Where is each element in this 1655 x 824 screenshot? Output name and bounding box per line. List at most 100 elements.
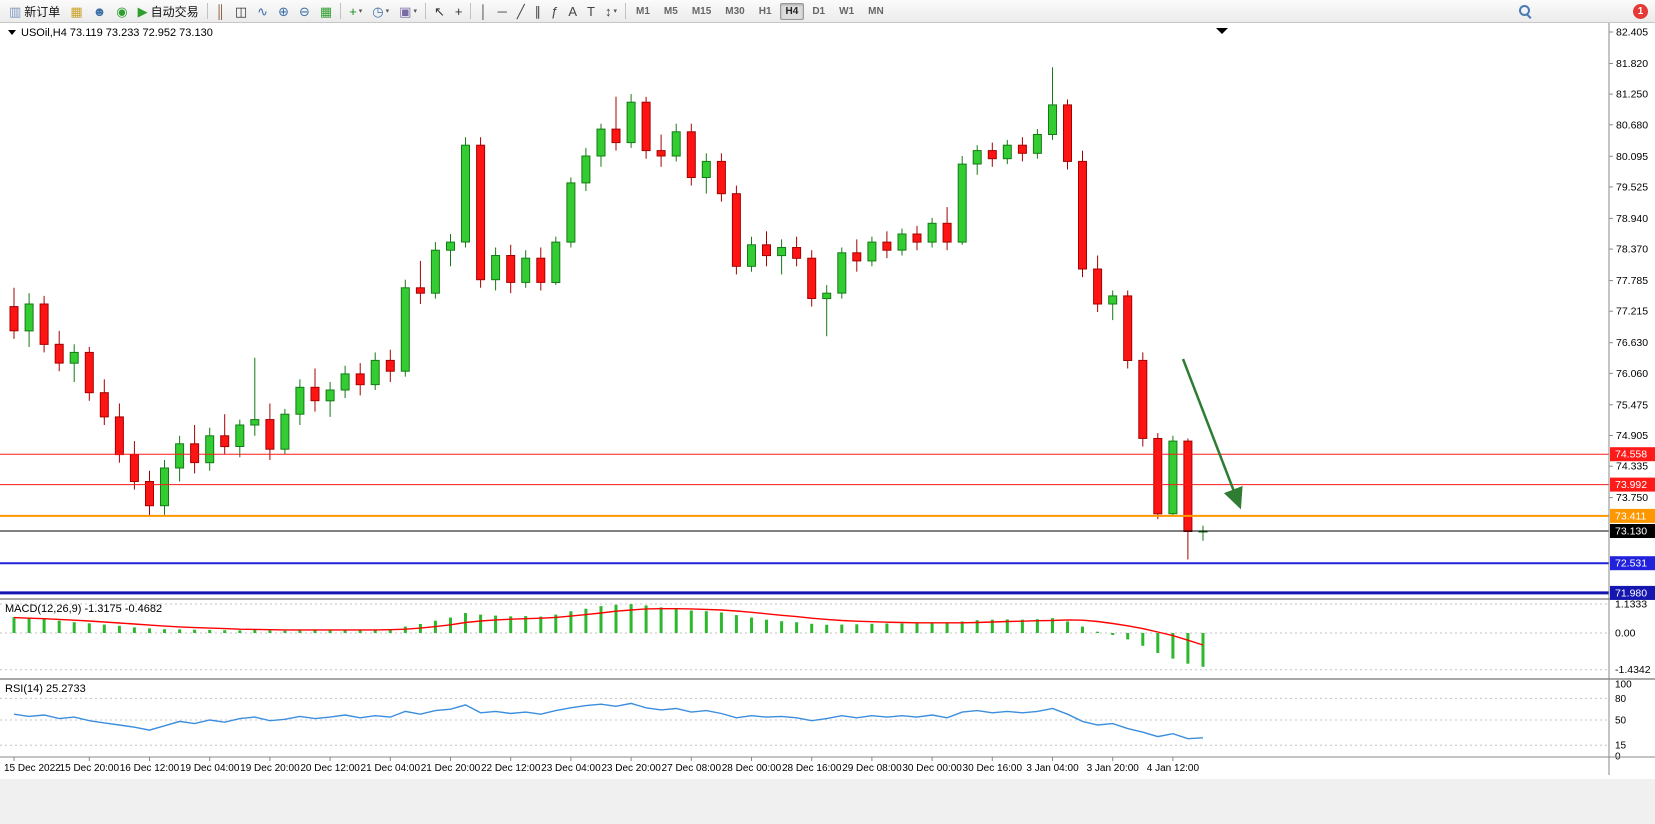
bottom-strip	[0, 779, 1655, 824]
toolbar-separator	[424, 3, 426, 19]
horizontal-line-button[interactable]: ─	[494, 2, 511, 21]
search-button[interactable]	[1514, 2, 1536, 21]
chart-profile-button[interactable]: ▦	[66, 2, 86, 21]
trendline-icon: ╱	[516, 3, 525, 19]
auto-trading-button[interactable]: ▶ 自动交易	[134, 2, 203, 21]
trendline-button[interactable]: ╱	[513, 2, 529, 21]
accounts-button[interactable]: ☻	[89, 2, 111, 21]
time-axis-label: 19 Dec 20:00	[240, 763, 300, 774]
timeframe-m5[interactable]: M5	[663, 5, 678, 17]
trend-arrow[interactable]	[1181, 358, 1243, 510]
text-label-button[interactable]: T	[583, 2, 599, 21]
dropdown-caret-icon: ▾	[385, 8, 390, 15]
timeframe-m15[interactable]: M15	[691, 5, 712, 17]
line-chart-button[interactable]: ∿	[253, 2, 272, 21]
time-axis-label: 3 Jan 04:00	[1026, 763, 1079, 774]
indicators-button[interactable]: + ▾	[345, 2, 366, 21]
cursor-icon: ↖	[433, 3, 445, 19]
time-axis-label: 23 Dec 20:00	[601, 763, 661, 774]
chart-background[interactable]	[0, 23, 1655, 824]
auto-trading-icon: ▶	[137, 3, 148, 19]
candles-layer	[9, 67, 1208, 560]
arrows-icon: ↕	[605, 3, 612, 19]
timeframe-h4[interactable]: H4	[779, 2, 805, 20]
chart-area[interactable]: 1.1333 0.00 -1.4342 MACD(12,26,9) -1.3175 -…	[0, 23, 1655, 824]
pane-splitter[interactable]	[0, 598, 1655, 600]
price-axis-label: 76.630	[1616, 337, 1648, 349]
price-axis-label: 82.405	[1616, 27, 1648, 39]
chart-profile-icon: ▦	[70, 3, 83, 19]
time-axis-label: 30 Dec 16:00	[963, 763, 1023, 774]
channel-button[interactable]: ∥	[531, 2, 546, 21]
channel-icon: ∥	[534, 3, 542, 19]
macd-axis-label: -1.4342	[1615, 664, 1651, 676]
community-button[interactable]: ◉	[112, 2, 131, 21]
time-axis-label: 19 Dec 04:00	[180, 763, 240, 774]
time-axis-label: 3 Jan 20:00	[1087, 763, 1140, 774]
macd-histogram	[12, 604, 1205, 667]
time-axis-label: 29 Dec 08:00	[842, 763, 902, 774]
pane-splitter[interactable]	[0, 678, 1655, 680]
fibonacci-button[interactable]: ƒ	[547, 2, 562, 21]
arrows-button[interactable]: ↕ ▾	[601, 2, 621, 21]
timeframe-mn[interactable]: MN	[868, 5, 884, 17]
notification-badge[interactable]: 1	[1633, 3, 1648, 19]
horizontal-line-icon: ─	[497, 3, 507, 19]
time-axis-label: 22 Dec 12:00	[481, 763, 541, 774]
rsi-axis-label: 15	[1615, 741, 1627, 752]
tile-windows-icon: ▦	[319, 3, 333, 19]
scroll-marker-icon[interactable]	[1216, 28, 1228, 34]
price-axis-label: 80.680	[1616, 119, 1648, 131]
zoom-out-button[interactable]: ⊖	[295, 2, 314, 21]
price-axis-label: 73.750	[1616, 492, 1648, 504]
price-badge-label: 71.980	[1615, 587, 1647, 599]
macd-axis-label: 0.00	[1615, 628, 1636, 640]
accounts-icon: ☻	[92, 3, 107, 19]
time-axis-label: 21 Dec 20:00	[421, 763, 481, 774]
zoom-in-button[interactable]: ⊕	[274, 2, 293, 21]
templates-button[interactable]: ▣ ▾	[395, 2, 421, 21]
community-icon: ◉	[116, 3, 128, 19]
candlestick-chart-button[interactable]: ◫	[231, 2, 251, 21]
price-badge	[1610, 477, 1655, 492]
bar-chart-icon: ║	[215, 3, 225, 19]
time-axis-label: 16 Dec 12:00	[120, 763, 180, 774]
price-axis-label: 80.095	[1616, 151, 1648, 163]
time-axis-label: 30 Dec 00:00	[902, 763, 962, 774]
dropdown-caret-icon: ▾	[413, 8, 417, 15]
time-axis-label: 15 Dec 20:00	[60, 763, 120, 774]
clock-icon: ◷	[372, 3, 384, 19]
timeframe-d1[interactable]: D1	[812, 5, 826, 17]
text-button[interactable]: A	[564, 2, 581, 21]
periods-button[interactable]: ◷ ▾	[368, 2, 393, 21]
symbol-collapse-icon[interactable]	[8, 30, 16, 35]
new-order-button[interactable]: ▥ 新订单	[5, 2, 64, 21]
toolbar-separator	[470, 3, 472, 19]
price-axis-label: 77.785	[1616, 275, 1648, 287]
price-axis-label: 81.820	[1616, 58, 1648, 70]
zoom-in-icon: ⊕	[278, 3, 289, 19]
toolbar-separator	[625, 3, 627, 19]
price-axis-label: 75.475	[1616, 399, 1648, 411]
crosshair-button[interactable]: +	[451, 2, 467, 21]
time-axis-label: 23 Dec 04:00	[541, 763, 601, 774]
timeframe-m30[interactable]: M30	[725, 5, 745, 17]
price-badge	[1610, 556, 1655, 571]
price-axis-label: 79.525	[1616, 181, 1648, 193]
timeframe-w1[interactable]: W1	[839, 5, 855, 17]
timeframe-h1[interactable]: H1	[758, 5, 772, 17]
bar-chart-button[interactable]: ║	[212, 2, 229, 21]
time-axis-label: 20 Dec 12:00	[300, 763, 360, 774]
vertical-line-button[interactable]: │	[475, 2, 491, 21]
price-scale[interactable]	[1610, 23, 1655, 775]
tile-windows-button[interactable]: ▦	[316, 2, 336, 21]
time-axis-label: 27 Dec 08:00	[662, 763, 722, 774]
time-scale[interactable]	[0, 757, 1609, 777]
timeframe-m1[interactable]: M1	[636, 5, 650, 17]
cursor-button[interactable]: ↖	[430, 2, 449, 21]
price-badge-label: 73.130	[1615, 526, 1647, 538]
candlestick-chart-icon: ◫	[234, 3, 248, 19]
time-axis-label: 15 Dec 2022	[4, 763, 61, 774]
price-axis-label: 77.215	[1616, 306, 1648, 318]
